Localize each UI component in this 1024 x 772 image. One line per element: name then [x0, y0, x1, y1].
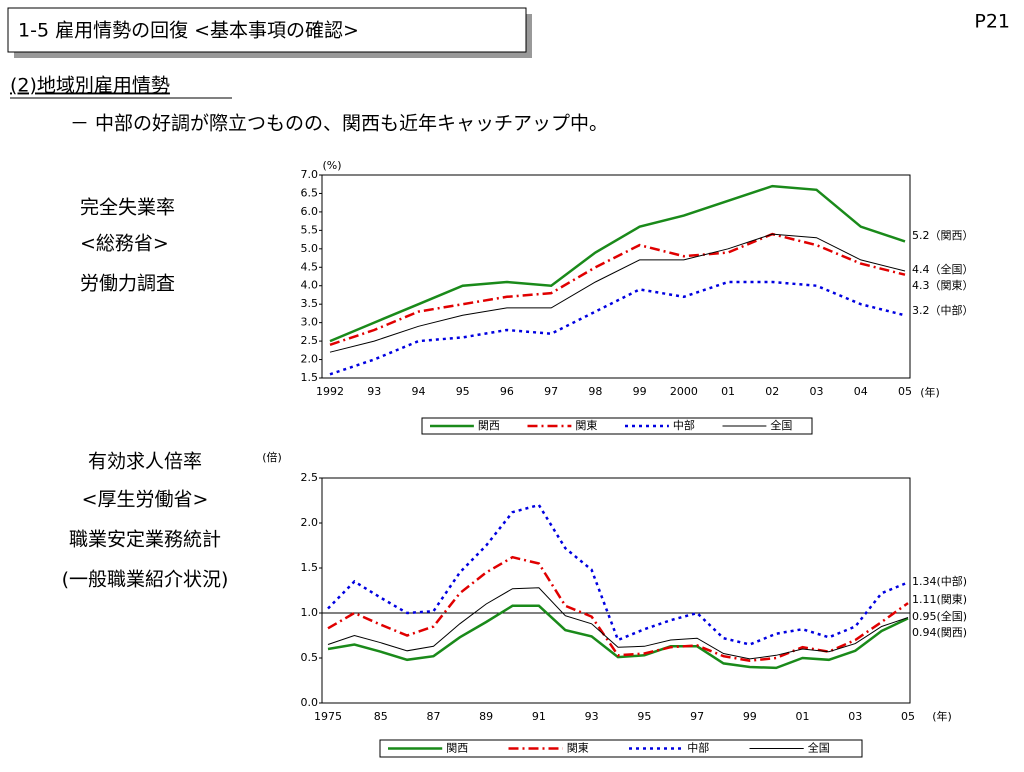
series-line: [329, 233, 906, 353]
title-box: [7, 7, 527, 53]
chart-description: 職業安定業務統計: [69, 529, 221, 551]
x-tick-label: 05: [901, 710, 915, 723]
page-number: P21: [974, 11, 1010, 33]
x-tick-label: 03: [848, 710, 862, 723]
x-unit: (年): [932, 709, 952, 723]
end-label: 4.3（関東）: [912, 279, 974, 292]
legend-label: 中部: [673, 418, 695, 432]
y-unit: (倍): [262, 450, 282, 464]
end-label: 1.11(関東): [912, 593, 967, 606]
section-title: (2)地域別雇用情勢: [10, 75, 170, 97]
y-tick-label: 1.5: [301, 561, 319, 574]
legend-box: [421, 417, 813, 435]
y-tick-label: 2.0: [301, 353, 319, 366]
x-tick-label: 01: [796, 710, 810, 723]
x-tick-label: 04: [854, 385, 868, 398]
series-line: [329, 232, 906, 346]
chart-description: <総務省>: [80, 233, 169, 255]
x-tick-label: 1975: [314, 710, 342, 723]
x-tick-label: 91: [532, 710, 546, 723]
legend-label: 関東: [567, 742, 589, 755]
y-tick-label: 1.0: [301, 606, 319, 619]
x-tick-label: 02: [765, 385, 779, 398]
y-tick-label: 7.0: [301, 168, 319, 181]
y-tick-label: 3.5: [301, 297, 319, 310]
y-tick-label: 0.5: [301, 651, 319, 664]
legend-label: 関東: [575, 419, 597, 432]
series-line: [329, 280, 906, 376]
chart-description: 完全失業率: [80, 197, 175, 219]
x-unit: (年): [920, 385, 940, 399]
y-tick-label: 2.5: [301, 334, 319, 347]
x-tick-label: 87: [426, 710, 440, 723]
y-tick-label: 4.0: [301, 279, 319, 292]
legend-label: 全国: [808, 741, 830, 755]
chart-description: <厚生労働省>: [82, 489, 209, 511]
series-line: [327, 555, 909, 662]
end-label: 5.2（関西）: [912, 229, 974, 242]
end-label: 0.94(関西): [912, 626, 967, 639]
y-tick-label: 2.0: [301, 516, 319, 529]
y-tick-label: 6.5: [301, 186, 319, 199]
legend-label: 中部: [687, 741, 709, 755]
end-label: 3.2（中部）: [912, 303, 974, 317]
y-tick-label: 2.5: [301, 471, 319, 484]
legend-label: 関西: [478, 419, 500, 432]
x-tick-label: 93: [367, 385, 381, 398]
x-tick-label: 03: [810, 385, 824, 398]
legend-box: [379, 739, 863, 758]
x-tick-label: 99: [633, 385, 647, 398]
x-tick-label: 97: [544, 385, 558, 398]
slide-title: 1-5 雇用情勢の回復 <基本事項の確認>: [18, 20, 359, 42]
y-tick-label: 1.5: [301, 371, 319, 384]
end-label: 1.34(中部): [912, 574, 967, 588]
series-line: [329, 184, 906, 343]
x-tick-label: 93: [585, 710, 599, 723]
y-tick-label: 4.5: [301, 260, 319, 273]
series-line: [327, 604, 909, 670]
plot-area: [321, 477, 911, 704]
plot-area: [321, 174, 911, 379]
x-tick-label: 85: [374, 710, 388, 723]
x-tick-label: 95: [456, 385, 470, 398]
y-unit: (%): [322, 159, 341, 172]
series-line: [327, 503, 909, 646]
x-tick-label: 99: [743, 710, 757, 723]
chart-description: (一般職業紹介状況): [62, 569, 229, 591]
end-label: 0.95(全国): [912, 609, 967, 623]
x-tick-label: 98: [588, 385, 602, 398]
y-tick-label: 6.0: [301, 205, 319, 218]
x-tick-label: 1992: [316, 385, 344, 398]
y-tick-label: 3.0: [301, 316, 319, 329]
x-tick-label: 05: [898, 385, 912, 398]
subtitle: － 中部の好調が際立つものの、関西も近年キャッチアップ中。: [70, 113, 608, 135]
legend-label: 全国: [770, 418, 792, 432]
y-tick-label: 5.5: [301, 223, 319, 236]
x-tick-label: 97: [690, 710, 704, 723]
y-tick-label: 5.0: [301, 242, 319, 255]
y-tick-label: 0.0: [301, 696, 319, 709]
x-tick-label: 94: [411, 385, 425, 398]
chart-description: 労働力調査: [80, 273, 175, 295]
x-tick-label: 89: [479, 710, 493, 723]
x-tick-label: 01: [721, 385, 735, 398]
x-tick-label: 95: [637, 710, 651, 723]
series-line: [327, 587, 909, 660]
end-label: 4.4（全国）: [912, 262, 974, 276]
x-tick-label: 96: [500, 385, 514, 398]
legend-label: 関西: [446, 742, 468, 755]
x-tick-label: 2000: [670, 385, 698, 398]
chart-description: 有効求人倍率: [88, 451, 202, 473]
